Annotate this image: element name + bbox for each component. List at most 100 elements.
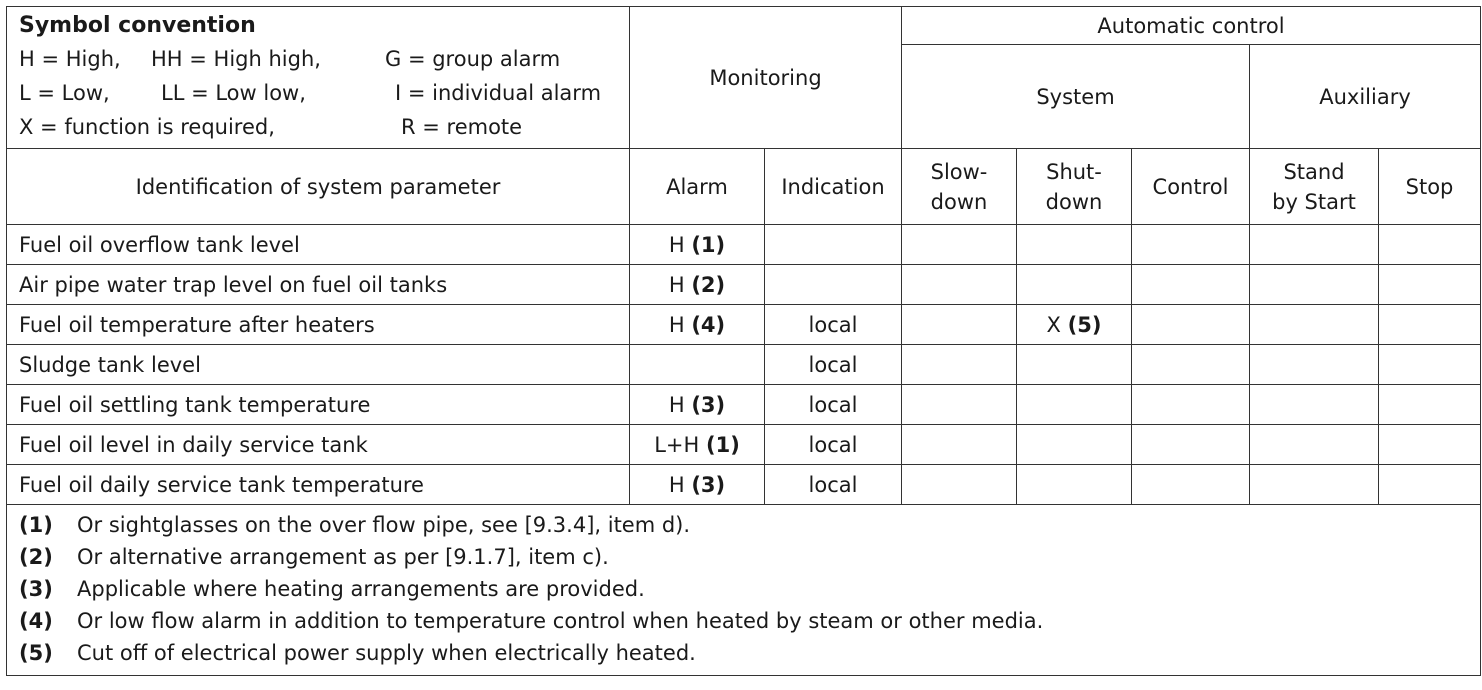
parameter-cell: Fuel oil overflow tank level [6,224,630,265]
shutdown-cell [1016,344,1132,385]
alarm-note-ref: (1) [691,232,726,257]
automatic-control-header: Automatic control [901,6,1481,45]
stop-cell [1378,344,1481,385]
stop-cell [1378,224,1481,265]
stop-cell [1378,464,1481,505]
footnote: (5) Cut off of electrical power supply wh… [19,637,1468,669]
shutdown-cell: X (5) [1016,304,1132,345]
indication-cell: local [764,464,902,505]
stop-cell [1378,424,1481,465]
shutdown-cell [1016,224,1132,265]
footnote-number: (1) [19,513,53,537]
alarm-cell: H (3) [629,384,765,425]
control-column-header: Control [1131,148,1250,225]
fuel-oil-monitoring-table: Symbol convention H = High, HH = High hig… [6,6,1481,676]
alarm-value: L+H [654,432,700,457]
legend-hh: HH = High high, [151,47,321,71]
stop-column-header: Stop [1378,148,1481,225]
alarm-note-ref: (3) [691,392,726,417]
shutdown-cell [1016,264,1132,305]
alarm-note-ref: (4) [691,312,726,337]
alarm-note-ref: (2) [691,272,726,297]
shutdown-note-ref: (5) [1067,312,1102,337]
legend-line-2: L = Low, LL = Low low, I = individual alar… [19,76,619,110]
slowdown-cell [901,344,1017,385]
indication-cell: local [764,384,902,425]
shutdown-cell [1016,464,1132,505]
alarm-cell: H (4) [629,304,765,345]
alarm-value: H [668,272,685,297]
table-row: Fuel oil overflow tank level H (1) [6,224,1481,265]
monitoring-table-container: Symbol convention H = High, HH = High hig… [6,6,1481,676]
footnote-text: Or alternative arrangement as per [9.1.7… [77,545,609,569]
legend-r: R = remote [401,115,523,139]
shutdown-cell [1016,384,1132,425]
slowdown-cell [901,224,1017,265]
table-row: Fuel oil daily service tank temperature … [6,464,1481,505]
control-cell [1131,424,1250,465]
shutdown-column-header: Shut-down [1016,148,1132,225]
table-row: Sludge tank level local [6,344,1481,385]
parameter-cell: Fuel oil daily service tank temperature [6,464,630,505]
parameter-cell: Air pipe water trap level on fuel oil ta… [6,264,630,305]
standby-start-cell [1249,424,1379,465]
table-row: Air pipe water trap level on fuel oil ta… [6,264,1481,305]
indication-cell [764,264,902,305]
control-cell [1131,304,1250,345]
parameter-cell: Fuel oil temperature after heaters [6,304,630,345]
monitoring-header: Monitoring [629,6,902,149]
indication-cell [764,224,902,265]
stop-cell [1378,264,1481,305]
footnote-number: (2) [19,545,53,569]
footnote: (3) Applicable where heating arrangements… [19,573,1468,605]
control-cell [1131,464,1250,505]
slowdown-line-1: Slow- [930,159,988,184]
slowdown-cell [901,464,1017,505]
legend-l: L = Low, [19,81,110,105]
stop-cell [1378,304,1481,345]
shutdown-cell [1016,424,1132,465]
alarm-cell: H (2) [629,264,765,305]
parameter-cell: Sludge tank level [6,344,630,385]
standby-start-cell [1249,384,1379,425]
indication-column-header: Indication [764,148,902,225]
standby-line-2: by Start [1272,189,1356,214]
footnote-text: Or sightglasses on the over flow pipe, s… [77,513,691,537]
alarm-cell: H (1) [629,224,765,265]
auxiliary-header: Auxiliary [1249,44,1481,149]
table-row: Fuel oil settling tank temperature H (3)… [6,384,1481,425]
slowdown-column-header: Slow-down [901,148,1017,225]
standby-line-1: Stand [1283,159,1345,184]
control-cell [1131,384,1250,425]
slowdown-cell [901,264,1017,305]
alarm-cell: H (3) [629,464,765,505]
control-cell [1131,224,1250,265]
legend-line-3: X = function is required, R = remote [19,110,619,144]
stop-cell [1378,384,1481,425]
legend-x: X = function is required, [19,115,275,139]
standby-start-cell [1249,264,1379,305]
alarm-value: H [668,472,685,497]
legend-h: H = High, [19,47,121,71]
legend-g: G = group alarm [385,47,561,71]
shutdown-value: X [1046,312,1061,337]
control-cell [1131,344,1250,385]
indication-cell: local [764,304,902,345]
footnotes: (1) Or sightglasses on the over flow pipe… [6,504,1481,676]
standby-start-column-header: Stand by Start [1249,148,1379,225]
table-row: Fuel oil temperature after heaters H (4)… [6,304,1481,345]
standby-start-cell [1249,464,1379,505]
standby-start-cell [1249,304,1379,345]
symbol-convention-legend: Symbol convention H = High, HH = High hig… [6,6,630,149]
indication-cell: local [764,424,902,465]
parameter-cell: Fuel oil level in daily service tank [6,424,630,465]
footnote-text: Or low flow alarm in addition to tempera… [77,609,1044,633]
footnote: (2) Or alternative arrangement as per [9.… [19,541,1468,573]
shutdown-line-1: Shut- [1046,159,1102,184]
alarm-value: H [668,232,685,257]
slowdown-cell [901,304,1017,345]
footnote-text: Cut off of electrical power supply when … [77,641,696,665]
legend-i: I = individual alarm [395,81,602,105]
alarm-column-header: Alarm [629,148,765,225]
alarm-note-ref: (1) [705,432,740,457]
